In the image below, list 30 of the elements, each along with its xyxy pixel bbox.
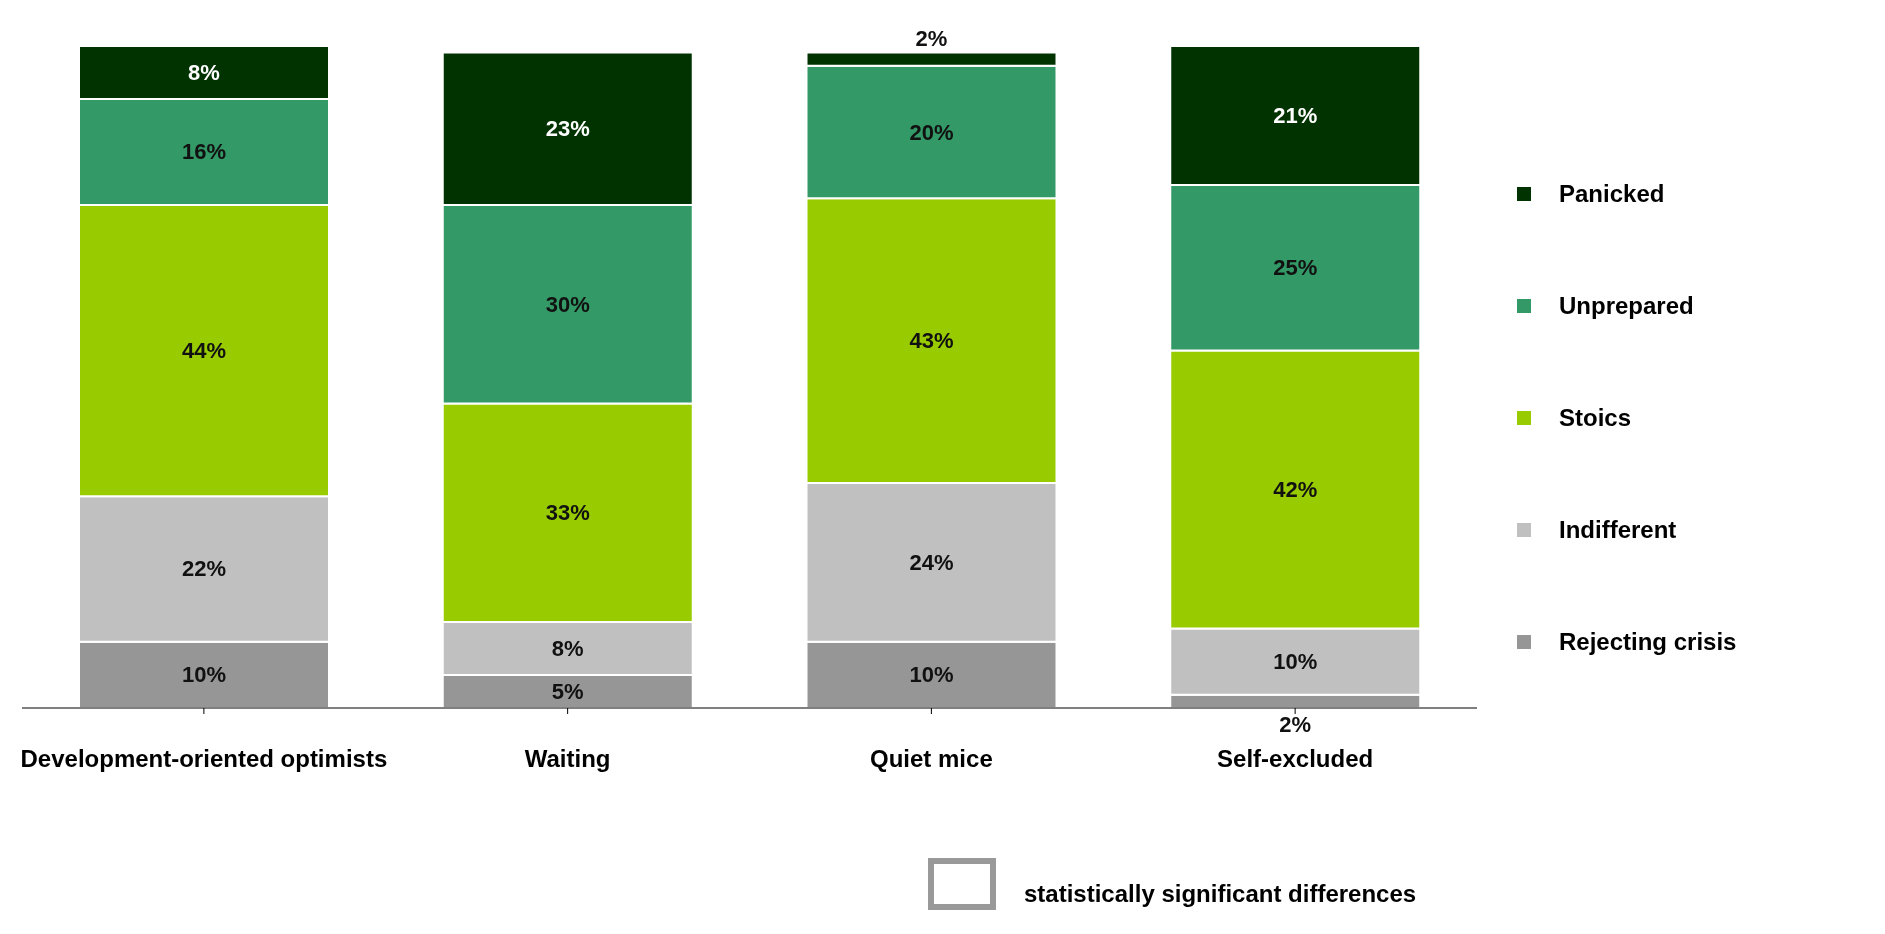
x-tick-label: Self-excluded [1217,745,1374,773]
data-label: 43% [909,328,954,354]
data-label: 16% [181,139,227,165]
legend-label: Panicked [1559,180,1665,208]
data-label: 24% [909,549,954,575]
data-label: 25% [1273,255,1318,281]
x-tick-label: Quiet mice [870,745,993,773]
data-label: 20% [909,119,954,145]
legend-label: Indifferent [1559,516,1677,544]
text: statistically significant differences [1024,880,1417,908]
data-label: 44% [181,338,227,364]
data-label: 8% [188,59,220,85]
data-label: 2% [1279,711,1312,737]
x-tick-label: Development-oriented optimists [20,745,388,773]
x-tick-label: Waiting [524,745,611,773]
data-label: 23% [545,116,590,142]
data-label: 21% [1273,103,1318,129]
legend-label: Unprepared [1559,292,1694,320]
data-label: 10% [181,662,227,688]
data-label: 30% [545,291,590,317]
data-label: 8% [551,635,584,661]
data-label: 22% [181,556,227,582]
data-label: 33% [545,500,590,526]
legend-label: Rejecting crisis [1559,628,1737,656]
data-label: 2% [915,26,948,52]
data-label: 10% [1273,649,1318,675]
data-label: 42% [1273,477,1318,503]
data-label: 5% [551,678,584,704]
legend-label: Stoics [1559,404,1632,432]
data-label: 10% [909,662,954,688]
